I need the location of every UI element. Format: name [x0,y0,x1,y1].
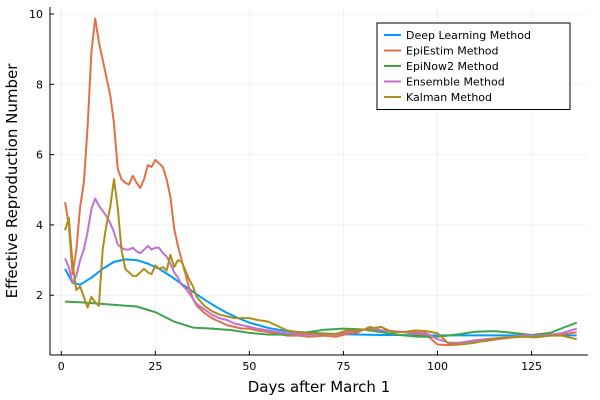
legend-item: Deep Learning Method [384,29,531,42]
x-tick-label: 25 [148,360,162,373]
legend-item: Ensemble Method [384,76,505,89]
x-tick-label: 125 [521,360,542,373]
legend-item: Kalman Method [384,91,492,104]
legend-label: EpiEstim Method [406,45,499,58]
legend-item: EpiNow2 Method [384,60,499,73]
x-tick-label: 100 [427,360,448,373]
y-tick-label: 6 [36,149,43,162]
legend-label: Deep Learning Method [406,29,531,42]
y-axis-label: Effective Reproduction Number [3,63,21,299]
y-tick-label: 10 [29,8,43,21]
x-tick-label: 75 [336,360,350,373]
series-line-4 [64,197,578,344]
legend-label: Kalman Method [406,91,492,104]
x-axis-label: Days after March 1 [248,378,391,396]
series-layer [64,17,578,347]
axes [49,7,588,356]
y-tick-label: 2 [36,289,43,302]
legend-label: EpiNow2 Method [406,60,499,73]
y-tick-label: 8 [36,78,43,91]
series-line-3 [65,300,578,338]
legend-box [376,22,571,110]
legend: Deep Learning Method EpiEstim Method EpiNo… [376,22,571,110]
series-line-2 [64,17,577,347]
legend-label: Ensemble Method [406,76,505,89]
tick-labels: 0 25 50 75 100 125 2 4 6 8 10 [29,8,542,373]
series-line-5 [64,178,577,346]
x-tick-label: 50 [242,360,256,373]
legend-item: EpiEstim Method [384,45,499,58]
y-tick-label: 4 [36,219,43,232]
x-tick-label: 0 [58,360,65,373]
